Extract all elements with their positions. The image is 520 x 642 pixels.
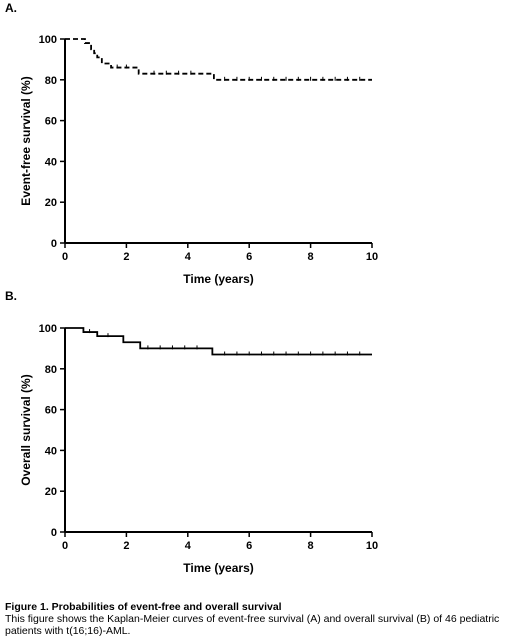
x-axis-title: Time (years) [183, 272, 253, 286]
caption-text: This figure shows the Kaplan-Meier curve… [5, 613, 500, 637]
x-tick-label: 8 [308, 251, 314, 263]
y-tick-label: 80 [45, 364, 57, 376]
y-tick-label: 20 [45, 486, 57, 498]
y-tick-label: 60 [45, 405, 57, 417]
panel-label: A. [5, 1, 17, 15]
x-tick-label: 2 [123, 251, 129, 263]
y-tick-label: 40 [45, 156, 57, 168]
y-tick-label: 0 [51, 238, 57, 250]
y-tick-label: 0 [51, 527, 57, 539]
x-tick-label: 0 [62, 540, 68, 552]
figure-caption: Figure 1. Probabilities of event-free an… [5, 601, 517, 637]
x-tick-label: 0 [62, 251, 68, 263]
y-tick-label: 100 [39, 323, 57, 335]
x-tick-label: 6 [246, 251, 252, 263]
caption-title: Figure 1. Probabilities of event-free an… [5, 601, 282, 613]
survival-curve [65, 327, 372, 356]
x-axis-title: Time (years) [183, 561, 253, 575]
survival-curve [65, 38, 372, 81]
y-tick-label: 80 [45, 75, 57, 87]
y-tick-label: 20 [45, 197, 57, 209]
panel-label: B. [5, 289, 17, 303]
x-tick-label: 4 [185, 251, 192, 263]
y-tick-label: 60 [45, 116, 57, 128]
x-tick-label: 6 [246, 540, 252, 552]
y-axis-title: Overall survival (%) [19, 374, 33, 485]
x-tick-label: 4 [185, 540, 192, 552]
x-tick-label: 2 [123, 540, 129, 552]
x-tick-label: 10 [366, 540, 378, 552]
x-tick-label: 10 [366, 251, 378, 263]
y-axis-title: Event-free survival (%) [19, 76, 33, 205]
x-tick-label: 8 [308, 540, 314, 552]
y-tick-label: 100 [39, 34, 57, 46]
y-tick-label: 40 [45, 445, 57, 457]
